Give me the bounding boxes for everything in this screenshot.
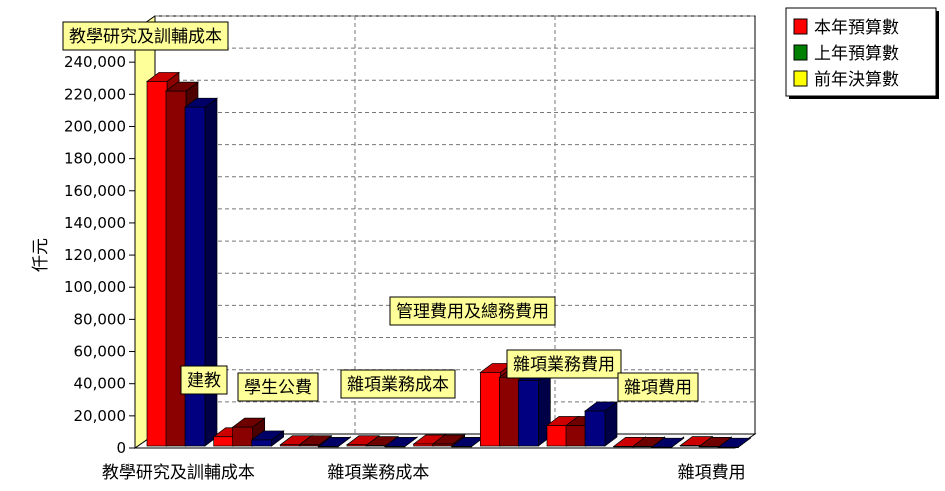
callout-box bbox=[237, 372, 319, 402]
legend-label: 本年預算數 bbox=[814, 18, 899, 38]
bar bbox=[317, 436, 352, 448]
y-tick-label: 20,000 bbox=[74, 407, 127, 425]
legend-box bbox=[785, 7, 937, 97]
callout-box bbox=[62, 21, 229, 51]
callout-label: 學生公費 bbox=[237, 372, 319, 421]
callout-label: 雜項業務成本 bbox=[340, 369, 456, 418]
bar-front bbox=[717, 446, 739, 449]
bar-front bbox=[365, 445, 387, 447]
bar bbox=[183, 97, 219, 447]
bar bbox=[250, 430, 285, 447]
bar-front bbox=[384, 446, 406, 448]
bar-front bbox=[298, 444, 320, 447]
x-tick-label: 教學研究及訓輔成本 bbox=[102, 463, 255, 483]
callout-box bbox=[340, 369, 456, 399]
bar-front bbox=[517, 380, 539, 447]
legend-swatch bbox=[793, 18, 808, 35]
legend-swatch bbox=[793, 70, 808, 87]
callout-box bbox=[617, 372, 699, 402]
bar bbox=[517, 370, 552, 447]
callout-text: 雜項業務費用 bbox=[513, 355, 615, 375]
legend-swatch bbox=[793, 44, 808, 61]
y-tick-label: 220,000 bbox=[64, 85, 126, 103]
callout-label: 建教 bbox=[180, 365, 243, 414]
bar-front bbox=[146, 81, 168, 447]
bar-front bbox=[584, 410, 606, 447]
bar-front bbox=[451, 446, 473, 448]
callout-label: 雜項業務費用 bbox=[506, 349, 622, 398]
bar-front bbox=[565, 425, 587, 447]
bar bbox=[383, 436, 419, 448]
y-tick-label: 120,000 bbox=[64, 246, 126, 264]
callout-text: 管理費用及總務費用 bbox=[396, 302, 549, 322]
bar-front bbox=[413, 443, 435, 447]
y-tick-label: 0 bbox=[116, 439, 126, 457]
y-tick-label: 100,000 bbox=[64, 278, 126, 296]
bar-front bbox=[317, 446, 339, 448]
y-tick-label: 40,000 bbox=[74, 375, 127, 393]
bar-front bbox=[213, 436, 235, 447]
callout-label: 管理費用及總務費用 bbox=[389, 296, 556, 345]
y-tick-label: 200,000 bbox=[64, 117, 126, 135]
callout-text: 建教 bbox=[187, 371, 221, 391]
y-axis-title: 仟元 bbox=[31, 238, 51, 272]
chart-back-wall bbox=[154, 15, 756, 435]
bar bbox=[583, 401, 619, 447]
bar-front bbox=[479, 372, 501, 447]
bar bbox=[650, 436, 685, 449]
bar-front bbox=[613, 446, 635, 448]
callout-text: 學生公費 bbox=[244, 378, 312, 398]
legend-label: 上年預算數 bbox=[814, 44, 899, 64]
x-tick-label: 雜項業務成本 bbox=[327, 463, 429, 483]
bar-front bbox=[346, 444, 368, 447]
bar-front bbox=[232, 426, 254, 447]
legend-label: 前年決算數 bbox=[814, 70, 899, 90]
callout-label: 雜項費用 bbox=[617, 372, 709, 421]
y-tick-label: 240,000 bbox=[64, 53, 126, 71]
bar-front bbox=[546, 425, 568, 447]
callout-box bbox=[389, 296, 556, 326]
bar bbox=[717, 436, 752, 449]
bar-front bbox=[632, 446, 654, 448]
y-tick-label: 60,000 bbox=[74, 343, 127, 361]
callout-label: 教學研究及訓輔成本 bbox=[62, 21, 229, 70]
callout-text: 雜項業務成本 bbox=[347, 375, 449, 395]
y-tick-label: 180,000 bbox=[64, 150, 126, 168]
bar-front bbox=[251, 439, 273, 447]
bar-front bbox=[279, 444, 301, 447]
y-tick-label: 160,000 bbox=[64, 182, 126, 200]
bar-front bbox=[679, 445, 701, 447]
bar-front bbox=[651, 446, 673, 449]
y-tick-label: 80,000 bbox=[74, 310, 127, 328]
callout-text: 雜項費用 bbox=[624, 378, 692, 398]
bar-front bbox=[432, 443, 454, 447]
bar-front bbox=[698, 446, 720, 448]
bar-front bbox=[184, 106, 206, 447]
y-tick-label: 140,000 bbox=[64, 214, 126, 232]
callout-box bbox=[506, 349, 622, 379]
bar-front bbox=[498, 376, 520, 447]
callout-text: 教學研究及訓輔成本 bbox=[69, 27, 222, 47]
callout-box bbox=[180, 365, 228, 395]
x-tick-label: 雜項費用 bbox=[678, 463, 746, 483]
